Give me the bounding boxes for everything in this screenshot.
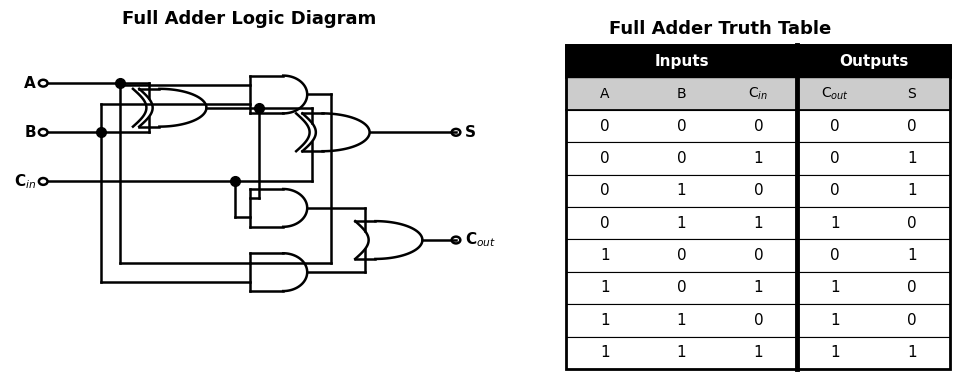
- Text: 1: 1: [830, 280, 840, 296]
- Text: 1: 1: [600, 313, 610, 328]
- Text: A: A: [24, 76, 36, 91]
- Text: S: S: [907, 87, 917, 101]
- Text: 1: 1: [830, 216, 840, 231]
- Text: 1: 1: [600, 345, 610, 360]
- Text: 1: 1: [907, 248, 917, 263]
- Bar: [566, 175, 950, 207]
- Text: 1: 1: [907, 151, 917, 166]
- Bar: [566, 77, 950, 110]
- Text: 0: 0: [677, 118, 686, 133]
- Bar: [566, 336, 950, 369]
- Text: 0: 0: [907, 280, 917, 296]
- Bar: [566, 272, 950, 304]
- Text: Inputs: Inputs: [655, 54, 708, 69]
- Bar: [566, 45, 950, 77]
- Text: 0: 0: [677, 280, 686, 296]
- Bar: [566, 45, 950, 369]
- Text: 1: 1: [907, 345, 917, 360]
- Text: 0: 0: [754, 183, 763, 198]
- Bar: [566, 239, 950, 272]
- Text: Outputs: Outputs: [839, 54, 908, 69]
- Bar: [566, 45, 797, 77]
- Bar: [797, 45, 950, 77]
- Text: 1: 1: [754, 345, 763, 360]
- Text: 1: 1: [677, 183, 686, 198]
- Text: Full Adder Truth Table: Full Adder Truth Table: [609, 20, 831, 38]
- Text: 0: 0: [600, 151, 610, 166]
- Bar: [566, 142, 950, 175]
- Text: B: B: [677, 87, 686, 101]
- Text: 1: 1: [754, 151, 763, 166]
- Text: 1: 1: [754, 280, 763, 296]
- Text: 1: 1: [754, 216, 763, 231]
- Text: 0: 0: [830, 248, 840, 263]
- Text: 1: 1: [830, 345, 840, 360]
- Text: 0: 0: [907, 313, 917, 328]
- Text: B: B: [24, 125, 36, 140]
- Text: 0: 0: [600, 183, 610, 198]
- Text: C$_{in}$: C$_{in}$: [749, 85, 768, 102]
- Text: C$_{out}$: C$_{out}$: [821, 85, 850, 102]
- Text: 0: 0: [754, 313, 763, 328]
- Text: 0: 0: [677, 151, 686, 166]
- Text: 1: 1: [677, 313, 686, 328]
- Text: 0: 0: [830, 151, 840, 166]
- Text: 0: 0: [677, 248, 686, 263]
- Text: S: S: [465, 125, 475, 140]
- Bar: [566, 207, 950, 239]
- Text: 1: 1: [600, 248, 610, 263]
- Text: C$_{out}$: C$_{out}$: [465, 231, 495, 249]
- Text: 0: 0: [907, 118, 917, 133]
- Text: 0: 0: [600, 216, 610, 231]
- Text: 0: 0: [600, 118, 610, 133]
- Text: 0: 0: [830, 118, 840, 133]
- Text: 0: 0: [830, 183, 840, 198]
- Text: C$_{in}$: C$_{in}$: [13, 172, 36, 191]
- Text: A: A: [600, 87, 610, 101]
- Text: 1: 1: [677, 216, 686, 231]
- Text: 1: 1: [907, 183, 917, 198]
- Text: 0: 0: [754, 118, 763, 133]
- Bar: [566, 110, 950, 142]
- Text: 1: 1: [830, 313, 840, 328]
- Text: 0: 0: [907, 216, 917, 231]
- Text: 0: 0: [754, 248, 763, 263]
- Text: 1: 1: [600, 280, 610, 296]
- Text: 1: 1: [677, 345, 686, 360]
- Text: Full Adder Logic Diagram: Full Adder Logic Diagram: [123, 10, 376, 28]
- Bar: [566, 304, 950, 336]
